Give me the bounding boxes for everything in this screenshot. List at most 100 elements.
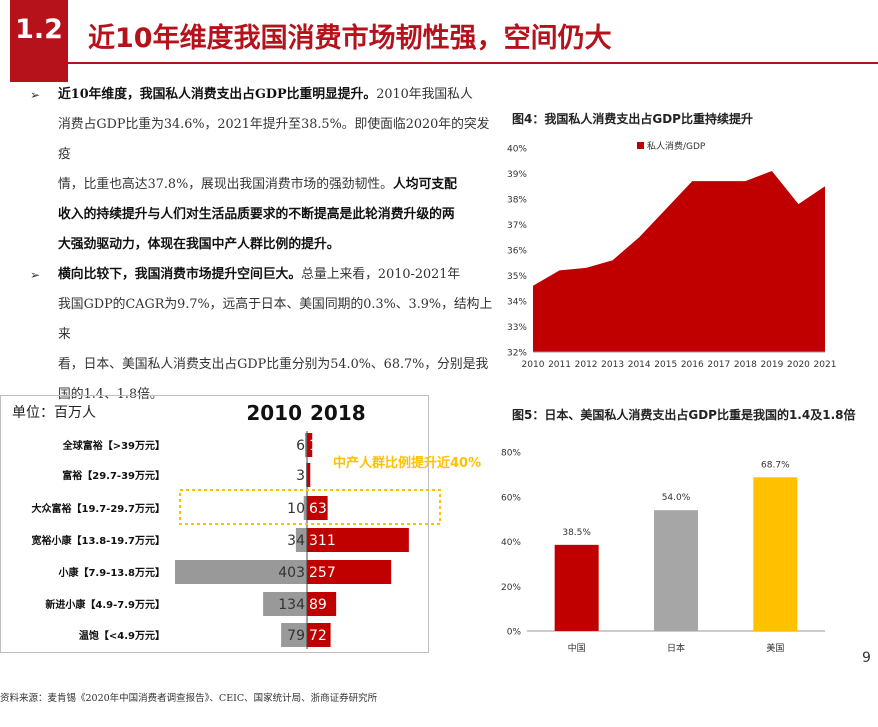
category-label: 小康【7.9-13.8万元】 [57, 566, 165, 579]
bullet-2-text: 横向比较下，我国消费市场提升空间巨大。总量上来看，2010-2021年我国GDP… [58, 260, 498, 410]
y-tick-label: 60% [501, 493, 521, 503]
page-title: 近10年维度我国消费市场韧性强，空间仍大 [88, 23, 612, 54]
bullet-2: ➢ 横向比较下，我国消费市场提升空间巨大。总量上来看，2010-2021年我国G… [30, 260, 500, 402]
year-left-label: 2010 [246, 401, 302, 425]
bar-2018 [307, 623, 331, 647]
value-label-2010: 10 [287, 501, 305, 517]
bullet-segment: 收入的持续提升与人们对生活品质要求的不断提高是此轮消费升级的两 [58, 207, 455, 222]
year-right-label: 2018 [310, 401, 366, 425]
bar-2018 [307, 433, 313, 457]
bullet-line: 我国GDP的CAGR为9.7%，远高于日本、美国同期的0.3%、3.9%，结构上… [58, 290, 498, 350]
middle-class-highlight-box [179, 489, 441, 525]
y-tick-label: 36% [507, 247, 527, 257]
value-label-2018: 257 [309, 565, 336, 581]
page-number: 9 [862, 650, 871, 666]
middle-class-annotation: 中产人群比例提升近40% [333, 455, 481, 471]
value-label-2010: 403 [278, 565, 305, 581]
bar [554, 544, 599, 631]
bar [753, 477, 798, 631]
area-series [533, 170, 825, 352]
category-label: 温饱【<4.9万元】 [79, 629, 165, 642]
x-tick-label: 2012 [575, 360, 598, 370]
value-label-2010: 34 [287, 533, 305, 549]
x-tick-label: 2020 [787, 360, 810, 370]
bullet-segment: 情，比重也高达37.8%，展现出我国消费市场的强劲韧性。 [58, 177, 393, 192]
source-note: 资料来源：麦肯锡《2020年中国消费者调查报告》、CEIC、国家统计局、浙商证券… [0, 693, 378, 704]
value-label-2010: 3 [296, 468, 305, 484]
category-label: 新进小康【4.9-7.9万元】 [45, 598, 165, 611]
y-tick-label: 0% [507, 628, 522, 638]
title-underline [68, 62, 878, 64]
y-tick-label: 34% [507, 298, 527, 308]
bar-2018 [307, 496, 328, 520]
category-label: 全球富裕【>39万元】 [62, 439, 165, 452]
income-pyramid-chart: 单位：百万人 2010 2018 全球富裕【>39万元】 6 16 富裕【29.7-39万元… [0, 395, 481, 653]
bullet-line: 情，比重也高达37.8%，展现出我国消费市场的强劲韧性。人均可支配 [58, 170, 498, 200]
y-tick-label: 35% [507, 272, 527, 282]
y-tick-label: 80% [501, 449, 521, 459]
bullet-segment: 看，日本、美国私人消费支出占GDP比重分别为54.0%、68.7%，分别是我 [58, 357, 489, 372]
value-label-2018: 63 [309, 501, 327, 517]
fig4-title: 图4：我国私人消费支出占GDP比重持续提升 [512, 112, 753, 126]
section-number: 1.2 [15, 14, 63, 45]
x-tick-label: 2014 [628, 360, 651, 370]
y-tick-label: 33% [507, 323, 527, 333]
bullet-segment: 2010年我国私人 [376, 87, 473, 102]
legend-swatch [637, 142, 644, 149]
y-tick-label: 20% [501, 583, 521, 593]
section-badge: 1.2 [10, 0, 68, 82]
value-label-2010: 134 [278, 597, 305, 613]
value-label-2010: 79 [287, 628, 305, 644]
bullet-line: 看，日本、美国私人消费支出占GDP比重分别为54.0%、68.7%，分别是我 [58, 350, 498, 380]
bullet-line: 大强劲驱动力，体现在我国中产人群比例的提升。 [58, 230, 498, 260]
bar-2010 [295, 528, 307, 552]
bullet-segment: 大强劲驱动力，体现在我国中产人群比例的提升。 [58, 237, 340, 252]
x-tick-label: 美国 [766, 642, 784, 654]
value-label-2018: 89 [309, 597, 327, 613]
value-label-2018: 72 [309, 628, 327, 644]
bar-2018 [307, 592, 337, 616]
y-tick-label: 40% [501, 538, 521, 548]
x-tick-label: 2015 [654, 360, 677, 370]
x-tick-label: 2018 [734, 360, 757, 370]
value-label-2018: 16 [309, 438, 327, 454]
bullet-line: 国的1.4、1.8倍。 [58, 380, 498, 410]
fig5-title: 图5：日本、美国私人消费支出占GDP比重是我国的1.4及1.8倍 [512, 408, 856, 422]
bar-2010 [303, 496, 307, 520]
x-tick-label: 2017 [707, 360, 730, 370]
y-tick-label: 39% [507, 170, 527, 180]
x-tick-label: 2011 [548, 360, 571, 370]
x-tick-label: 2021 [814, 360, 837, 370]
arrow-bullet-icon: ➢ [30, 268, 41, 282]
category-label: 宽裕小康【13.8-19.7万元】 [31, 534, 166, 547]
value-label-2018: 10 [309, 468, 327, 484]
value-label-2010: 6 [296, 438, 305, 454]
bullet-segment: 消费占GDP比重为34.6%，2021年提升至38.5%。即使面临2020年的突… [58, 117, 490, 162]
x-tick-label: 2010 [522, 360, 545, 370]
y-tick-label: 32% [507, 349, 527, 359]
x-tick-label: 2019 [760, 360, 783, 370]
bullet-segment: 国的1.4、1.8倍。 [58, 387, 163, 402]
bar [654, 510, 698, 631]
y-tick-label: 40% [507, 145, 527, 155]
bar-2018 [307, 560, 392, 584]
chart-frame [0, 395, 429, 653]
bullet-line: 近10年维度，我国私人消费支出占GDP比重明显提升。2010年我国私人 [58, 80, 498, 110]
data-label: 54.0% [662, 493, 691, 503]
x-tick-label: 中国 [568, 642, 586, 654]
bullet-1-text: 近10年维度，我国私人消费支出占GDP比重明显提升。2010年我国私人消费占GD… [58, 80, 498, 260]
bullet-segment: 近10年维度，我国私人消费支出占GDP比重明显提升。 [58, 87, 377, 102]
bullet-segment: 我国GDP的CAGR为9.7%，远高于日本、美国同期的0.3%、3.9%，结构上… [58, 297, 493, 342]
bar-2018 [307, 463, 311, 487]
bullet-segment: 人均可支配 [392, 177, 457, 192]
bar-2010 [281, 623, 307, 647]
x-tick-label: 日本 [667, 642, 685, 654]
bullet-line: 横向比较下，我国消费市场提升空间巨大。总量上来看，2010-2021年 [58, 260, 498, 290]
fig5-bar-chart: 0% 20% 40% 60% 80% 38.5% 中国 54.0% 日本 68.7% 美国 [501, 449, 825, 654]
bullet-line: 收入的持续提升与人们对生活品质要求的不断提高是此轮消费升级的两 [58, 200, 498, 230]
unit-label: 单位：百万人 [12, 405, 96, 421]
y-tick-label: 38% [507, 196, 527, 206]
y-tick-label: 37% [507, 221, 527, 231]
bar-2010 [263, 592, 307, 616]
bar-2018 [307, 528, 409, 552]
